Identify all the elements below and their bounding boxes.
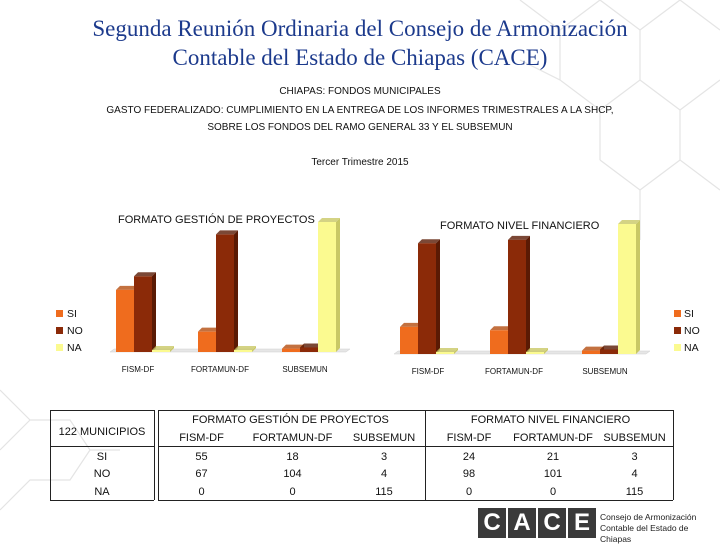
chart-2-legend: SI NO NA: [674, 305, 700, 356]
table-cell: 0: [549, 486, 557, 498]
table-row-label: NA: [94, 486, 110, 498]
legend-item-si: SI: [56, 305, 83, 322]
table-rule: [158, 500, 673, 501]
table-rule: [158, 410, 673, 411]
table-cell: 21: [546, 451, 560, 463]
legend-item-no: NO: [56, 322, 83, 339]
table-column-header: FISM-DF: [179, 432, 224, 444]
table-cell: 67: [195, 468, 208, 480]
chart-subtitle-1: CHIAPAS: FONDOS MUNICIPALES: [279, 86, 441, 97]
legend-label-na: NA: [67, 341, 82, 354]
table-rule: [50, 410, 51, 500]
table-group-title: FORMATO GESTIÓN DE PROYECTOS: [192, 414, 389, 426]
page-title-line2: Contable del Estado de Chiapas (CACE): [172, 45, 548, 70]
bar-2-fism-df-na: [436, 348, 458, 354]
table-rule: [50, 500, 154, 501]
legend-label-no: NO: [67, 324, 83, 337]
table-cell: 3: [631, 451, 638, 463]
legend-swatch-no: [674, 327, 681, 334]
legend-swatch-si: [56, 310, 63, 317]
bar-2-fortamun-df-na: [526, 348, 548, 354]
legend-swatch-no: [56, 327, 63, 334]
table-rule: [158, 410, 159, 500]
logo-text: Consejo de Armonización Contable del Est…: [600, 512, 720, 545]
bar-1-fism-df-na: [152, 346, 174, 352]
table-rule: [158, 446, 673, 447]
legend-item-na: NA: [674, 339, 700, 356]
bar-1-fortamun-df-na: [234, 346, 256, 352]
table-cell: 18: [286, 451, 299, 463]
table-cell: 0: [289, 486, 296, 498]
legend-swatch-na: [674, 344, 681, 351]
chart-1-tick-label: FISM-DF: [122, 365, 155, 374]
page-title-line1: Segunda Reunión Ordinaria del Consejo de…: [92, 16, 628, 41]
table-cell: 4: [380, 468, 388, 480]
table-column-header: FORTAMUN-DF: [513, 432, 593, 444]
legend-label-no: NO: [684, 324, 700, 337]
table-cell: 24: [462, 451, 476, 463]
legend-item-si: SI: [674, 305, 700, 322]
table-rule: [50, 446, 154, 447]
bar-2-subsemun-na: [618, 220, 640, 354]
legend-label-si: SI: [67, 307, 77, 320]
table-rule: [425, 410, 426, 500]
chart-1-title: FORMATO GESTIÓN DE PROYECTOS: [118, 214, 315, 226]
chart-2-tick-label: SUBSEMUN: [582, 367, 628, 376]
chart-1-legend: SI NO NA: [56, 305, 83, 356]
table-row-label: NO: [93, 468, 111, 480]
table-cell: 115: [625, 486, 644, 498]
chart-1-tick-label: SUBSEMUN: [282, 365, 328, 374]
table-cell: 4: [631, 468, 638, 480]
bar-1-fism-df-no: [134, 272, 156, 352]
legend-item-no: NO: [674, 322, 700, 339]
chart-subtitle-2: GASTO FEDERALIZADO: CUMPLIMIENTO EN LA E…: [106, 105, 614, 116]
table-cell: 98: [462, 468, 476, 480]
table-column-header: SUBSEMUN: [352, 432, 416, 444]
table-rule: [673, 410, 674, 500]
logo-letter-c2: C: [538, 508, 566, 538]
table-row-label: SI: [96, 451, 108, 463]
bar-2-fortamun-df-no: [508, 235, 530, 354]
table-column-header: FISM-DF: [446, 432, 492, 444]
table-cell: 104: [283, 468, 302, 480]
table-rule: [50, 410, 154, 411]
logo-letter-e: E: [568, 508, 596, 538]
table-corner-label: 122 MUNICIPIOS: [58, 426, 146, 438]
logo-letter-c1: C: [478, 508, 506, 538]
chart-2-tick-label: FISM-DF: [412, 367, 445, 376]
page-title: Segunda Reunión Ordinaria del Consejo de…: [0, 14, 720, 72]
bar-1-fortamun-df-no: [216, 230, 238, 352]
chart-2-title: FORMATO NIVEL FINANCIERO: [440, 220, 600, 232]
legend-swatch-si: [674, 310, 681, 317]
logo-text-line2: Contable del Estado de Chiapas: [600, 523, 689, 544]
table-rule: [154, 410, 155, 500]
chart-period: Tercer Trimestre 2015: [311, 157, 409, 168]
table-column-header: SUBSEMUN: [603, 432, 666, 444]
table-cell: 3: [380, 451, 388, 463]
legend-label-na: NA: [684, 341, 699, 354]
table-group-title: FORMATO NIVEL FINANCIERO: [470, 414, 631, 426]
chart-2-tick-label: FORTAMUN-DF: [485, 367, 543, 376]
table-cell: 0: [465, 486, 473, 498]
bar-2-fism-df-no: [418, 239, 440, 354]
table-cell: 101: [543, 468, 563, 480]
table-column-header: FORTAMUN-DF: [252, 432, 333, 444]
table-cell: 0: [198, 486, 205, 498]
table-cell: 55: [195, 451, 208, 463]
chart-1-tick-label: FORTAMUN-DF: [191, 365, 249, 374]
legend-item-na: NA: [56, 339, 83, 356]
chart-subtitle-3: SOBRE LOS FONDOS DEL RAMO GENERAL 33 Y E…: [207, 122, 513, 133]
logo-text-line1: Consejo de Armonización: [600, 512, 697, 522]
table-cell: 115: [375, 486, 393, 498]
legend-label-si: SI: [684, 307, 694, 320]
logo-letter-a: A: [508, 508, 536, 538]
bar-1-subsemun-na: [318, 218, 340, 352]
legend-swatch-na: [56, 344, 63, 351]
